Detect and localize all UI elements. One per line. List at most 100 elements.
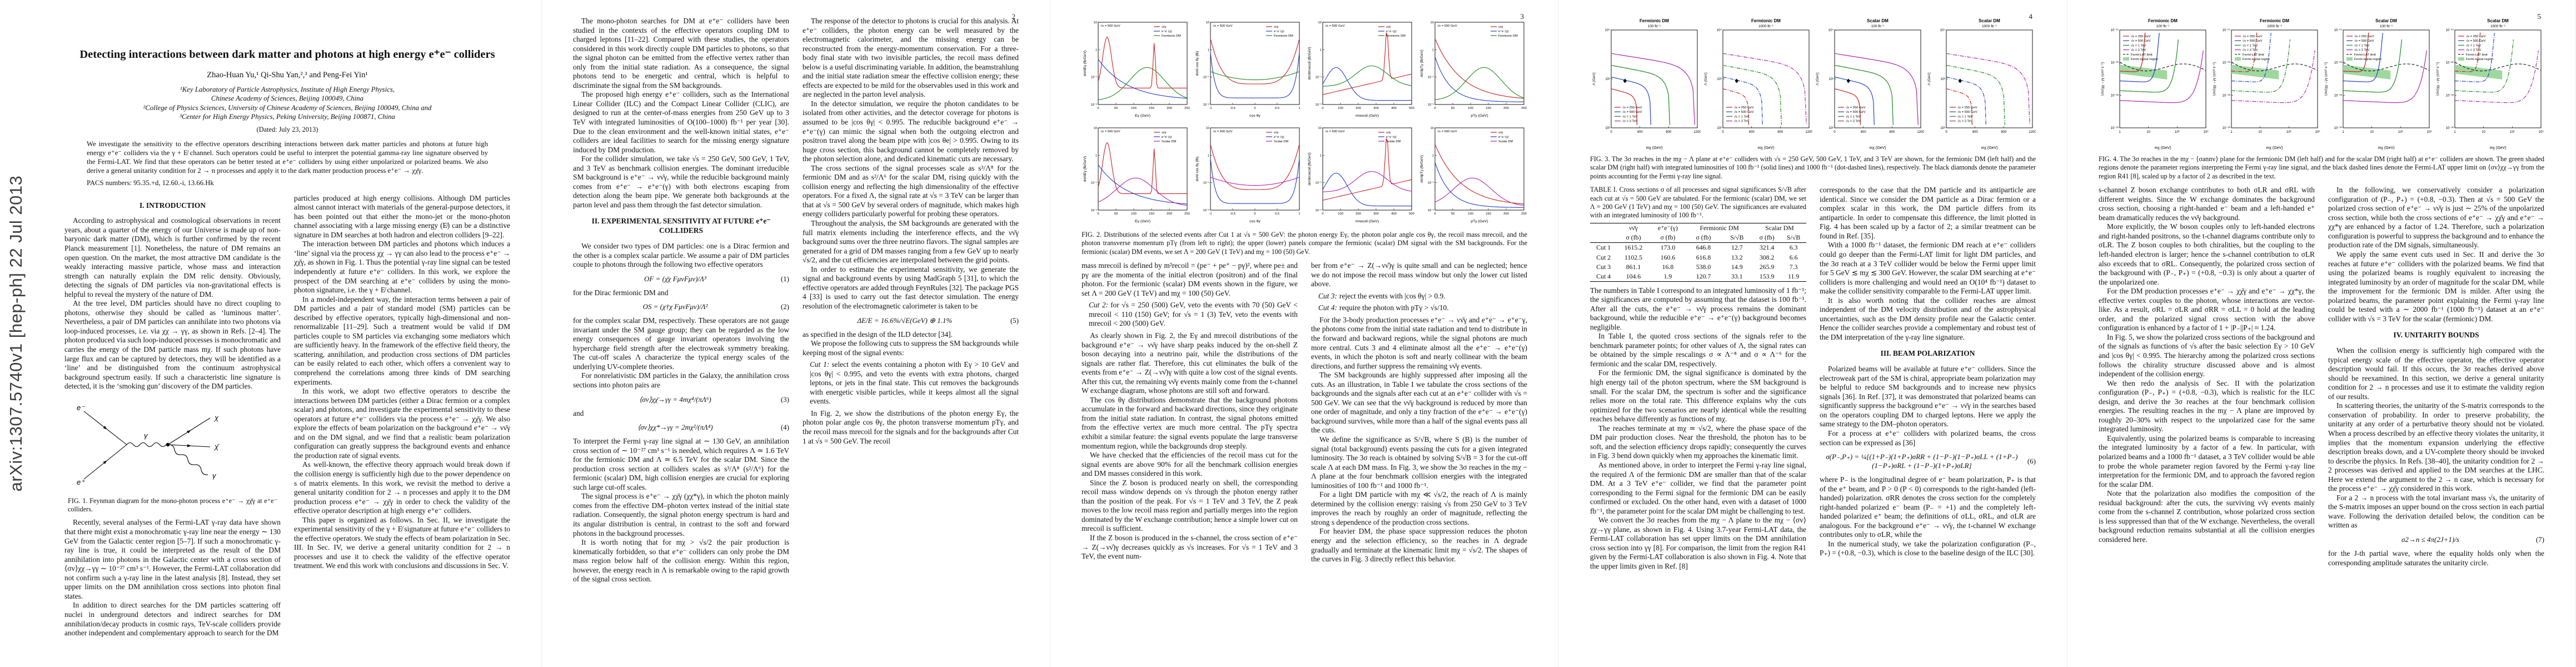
section-heading: I. INTRODUCTION: [139, 201, 206, 210]
paragraph: This paper is organized as follows. In S…: [294, 515, 510, 570]
paragraph: In the following, we conservatively cons…: [2328, 186, 2544, 250]
table-row: Cut 4 104.6 1.9 120.7 33.1 153.9 11.9: [1590, 271, 1806, 282]
table-cell: 104.6: [1617, 271, 1650, 282]
legend-entry: √s = 250 GeV: [2466, 34, 2486, 38]
paragraph: For the 3-body production processes e⁺e⁻…: [1311, 315, 1527, 370]
paragraph: As mentioned above, in order to interpre…: [1590, 460, 1806, 515]
section-heading: III. BEAM POLARIZATION: [1880, 349, 1975, 358]
page-number: 2: [1012, 12, 1016, 21]
figure-2-caption: FIG. 2. Distributions of the selected ev…: [1082, 231, 1527, 256]
x-axis-label: mχ (GeV): [2378, 146, 2394, 150]
reach-curve-3: [1834, 64, 1894, 125]
legend-entry: √s = 500 GeV: [2354, 39, 2374, 43]
page-content: Fermionic DM 100 fb⁻¹ 0 400 800 1200 10² 10³ 10⁴…: [1590, 17, 2036, 651]
table-col-header: σ (fb): [1617, 232, 1650, 243]
svg-text:500: 500: [1409, 107, 1414, 110]
svg-text:100: 100: [1131, 107, 1137, 110]
reach-curve-2: [2454, 33, 2495, 82]
reach-curve-4: [2454, 50, 2539, 103]
table-cell: 12.7: [1731, 243, 1743, 252]
panel-title: Fermionic DM: [2260, 18, 2289, 23]
svg-text:10³: 10³: [1717, 78, 1722, 81]
paragraph: In addition to direct searches for the D…: [64, 601, 281, 638]
panel-energy-label: √s = 500 GeV: [1437, 130, 1457, 133]
reach-curve-3: [1946, 64, 2005, 125]
equation-number: (2): [780, 302, 789, 311]
fermi-signal-band: [2120, 64, 2168, 79]
x-axis-label: pTγ (GeV): [1471, 220, 1488, 223]
legend-entry: Fermi-LAT limit: [2466, 53, 2488, 57]
figure-3-caption: FIG. 3. The 3σ reaches in the mχ − Λ pla…: [1590, 155, 2036, 180]
right-column: The response of the detector to photons …: [803, 17, 1019, 651]
reach-curve-2: [1611, 76, 1651, 125]
x-axis-label: mχ (GeV): [2154, 146, 2171, 150]
svg-text:10⁻²⁶: 10⁻²⁶: [2446, 61, 2454, 65]
y-axis-label: dσ/d cos θγ (fb): [1195, 51, 1199, 76]
svg-text:10: 10: [2370, 131, 2374, 134]
svg-text:1200: 1200: [2029, 131, 2036, 134]
legend-entry: Fermi-LAT limit: [2243, 53, 2264, 57]
legend-entry: νν̄γ: [1498, 131, 1503, 135]
svg-text:10⁻²: 10⁻²: [1316, 103, 1322, 107]
legend-entry: e⁺e⁻(γ): [1162, 135, 1172, 139]
svg-text:800: 800: [2001, 131, 2007, 134]
panel-title: Scalar DM: [1867, 18, 1889, 23]
legend-entry: √s = 500 GeV: [2243, 39, 2263, 43]
equation-body: OS = (χ†χ FμνFμν)/Λ²: [642, 302, 708, 311]
table-row: Cut 2 1102.5 160.6 616.8 13.2 308.2 6.6: [1590, 252, 1806, 262]
y-axis-label: ⟨σv⟩χχ→γγ (cm³ s⁻¹): [2435, 62, 2440, 96]
pacs-line: PACS numbers: 95.35.+d, 12.60.-i, 13.66.…: [87, 178, 214, 187]
paragraph: In the numerical study, we take the pola…: [1820, 539, 2036, 558]
svg-text:10⁻²⁸: 10⁻²⁸: [2334, 93, 2343, 97]
paragraph: and: [573, 409, 584, 417]
legend-entry: νν̄γ: [1274, 26, 1279, 29]
legend-entry: √s = 1 TeV: [2131, 43, 2146, 47]
x-axis-label: mχ (GeV): [1757, 146, 1774, 150]
reach-curve-2: [2343, 33, 2383, 82]
paragraph: particles produced at high energy collis…: [294, 193, 510, 239]
equation-number: (6): [2027, 457, 2036, 466]
svg-text:10²: 10²: [2398, 131, 2403, 134]
paragraph: As well-known, the effective theory appr…: [294, 460, 510, 515]
svg-text:50: 50: [1451, 212, 1454, 216]
svg-text:10²: 10²: [1940, 127, 1945, 130]
legend-entry: Fermionic DM: [1386, 34, 1406, 38]
table-col-header: σ (fb): [1753, 232, 1781, 243]
columns: I. INTRODUCTION According to astrophysica…: [64, 194, 510, 651]
paragraph: We convert the 3σ reaches from the mχ − …: [1590, 516, 1806, 570]
dist-curve-3: [1098, 67, 1188, 100]
legend-entry: e⁺e⁻(γ): [1386, 29, 1397, 33]
equation: ⟨σv⟩χχ*→γγ = 2mχ²/(πΛ⁴) (4): [573, 423, 789, 432]
paragraph: In a model-independent way, the interact…: [294, 295, 510, 386]
svg-text:10⁻²⁶: 10⁻²⁶: [2223, 61, 2231, 65]
svg-text:100: 100: [1468, 107, 1473, 110]
table-col-header: σ (fb): [1650, 232, 1686, 243]
legend-entry: √s = 500 GeV: [1734, 110, 1754, 114]
svg-text:10⁻²: 10⁻²: [1428, 209, 1434, 212]
svg-text:250: 250: [1521, 107, 1527, 110]
legend-entry: √s = 500 GeV: [1846, 110, 1866, 114]
svg-text:0: 0: [1254, 107, 1255, 110]
equation-number: (3): [780, 395, 789, 404]
table-cell: 6.3: [1789, 243, 1798, 252]
legend-entry: √s = 250 GeV: [1734, 106, 1754, 109]
legend-entry: Fermionic DM: [1162, 34, 1181, 38]
paragraph: With a 1000 fb⁻¹ dataset, the fermionic …: [1820, 241, 2036, 296]
svg-text:10³: 10³: [2204, 131, 2209, 134]
columns: s-channel Z boson exchange contributes t…: [2099, 186, 2544, 651]
equation: ΔE/E = 16.6%/√E(GeV) ⊕ 1.1% (5): [803, 316, 1019, 325]
table-cell: Cut 2: [1596, 253, 1611, 261]
panel-energy-label: √s = 500 GeV: [1100, 24, 1120, 28]
section-heading: IV. UNITARITY BOUNDS: [2393, 331, 2479, 340]
fig2-panel-r1c2: -1 -0.5 0 0.5 1 10⁻² 10⁻¹ 1 10 νν̄γe⁺e⁻(γ)Fermion…: [1195, 21, 1301, 118]
left-column: I. INTRODUCTION According to astrophysica…: [64, 194, 281, 651]
paragraph: The proposed high energy e⁺e⁻ colliders,…: [573, 90, 789, 154]
y-axis-label: dσ/dmrecoil (fb/GeV): [1308, 47, 1312, 79]
paragraph: We apply the same event cuts used in Sec…: [2328, 250, 2544, 323]
paragraph: The interaction between DM particles and…: [294, 240, 510, 295]
svg-text:1: 1: [1432, 48, 1434, 52]
svg-text:800: 800: [1777, 131, 1783, 134]
paragraph: The SM backgrounds are highly suppressed…: [1311, 371, 1527, 435]
